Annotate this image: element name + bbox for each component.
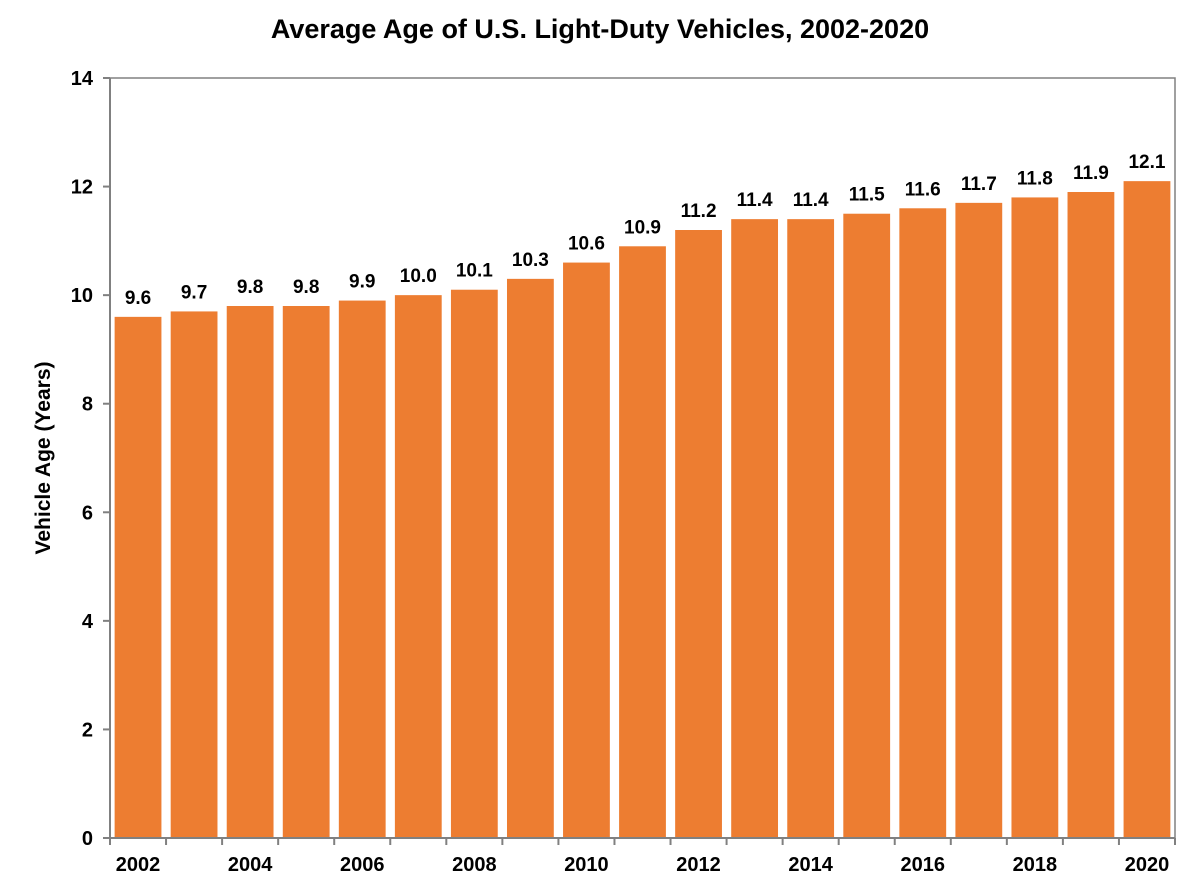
x-tick-label-2012: 2012 bbox=[676, 854, 721, 876]
bar-2007 bbox=[394, 295, 442, 839]
data-label-2005: 9.8 bbox=[293, 277, 319, 298]
x-tick-label-2004: 2004 bbox=[228, 854, 273, 876]
y-tick-label-14: 14 bbox=[71, 68, 94, 90]
data-label-2018: 11.8 bbox=[1017, 168, 1053, 189]
y-tick-label-2: 2 bbox=[82, 719, 93, 741]
bar-2010 bbox=[563, 262, 610, 839]
y-tick-label-0: 0 bbox=[82, 828, 93, 850]
x-tick-label-2006: 2006 bbox=[340, 854, 385, 876]
bar-2011 bbox=[619, 246, 666, 839]
y-tick-label-12: 12 bbox=[71, 177, 93, 199]
bar-2016 bbox=[899, 208, 947, 839]
data-label-2019: 11.9 bbox=[1073, 163, 1109, 184]
x-tick-labels: 2002 2004 2006 2008 2010 2012 2014 2016 2018 2020 bbox=[116, 854, 1169, 876]
bars-group bbox=[114, 181, 1171, 839]
x-tick-label-2018: 2018 bbox=[1013, 854, 1058, 876]
data-label-2014: 11.4 bbox=[793, 190, 829, 211]
bar-2005 bbox=[282, 306, 330, 838]
x-tick-label-2016: 2016 bbox=[901, 854, 946, 876]
bar-2002 bbox=[114, 316, 162, 838]
y-tick-label-4: 4 bbox=[82, 611, 94, 633]
bar-2015 bbox=[843, 213, 891, 838]
bar-2019 bbox=[1067, 192, 1115, 838]
y-tick-label-6: 6 bbox=[82, 502, 93, 524]
data-label-2013: 11.4 bbox=[737, 190, 773, 211]
data-label-2007: 10.0 bbox=[400, 266, 437, 287]
x-tick-label-2014: 2014 bbox=[788, 854, 833, 876]
x-tick-label-2020: 2020 bbox=[1125, 854, 1170, 876]
data-label-2020: 12.1 bbox=[1128, 152, 1165, 173]
x-tick-label-2002: 2002 bbox=[116, 854, 161, 876]
data-label-2015: 11.5 bbox=[849, 185, 885, 206]
data-label-2009: 10.3 bbox=[512, 250, 549, 271]
x-tick-label-2010: 2010 bbox=[564, 854, 609, 876]
bar-2009 bbox=[506, 278, 554, 838]
bar-2013 bbox=[731, 219, 779, 839]
bar-2018 bbox=[1011, 197, 1059, 838]
y-tick-label-8: 8 bbox=[82, 394, 93, 416]
data-label-2004: 9.8 bbox=[237, 277, 263, 298]
x-tick-label-2008: 2008 bbox=[452, 854, 497, 876]
data-labels-group: 9.6 9.7 9.8 9.8 9.9 10.0 10.1 10.3 10.6 10.9 11.2 1… bbox=[125, 152, 1166, 309]
bar-2008 bbox=[450, 289, 498, 838]
bar-2004 bbox=[226, 306, 274, 838]
bar-2020 bbox=[1123, 181, 1171, 839]
bar-2014 bbox=[787, 219, 835, 839]
data-label-2003: 9.7 bbox=[181, 282, 207, 303]
data-label-2006: 9.9 bbox=[349, 272, 375, 293]
data-label-2017: 11.7 bbox=[961, 174, 997, 195]
bar-2012 bbox=[675, 230, 722, 838]
bar-2003 bbox=[170, 311, 218, 838]
chart-title: Average Age of U.S. Light-Duty Vehicles,… bbox=[270, 14, 930, 44]
bar-2006 bbox=[338, 300, 386, 839]
data-label-2011: 10.9 bbox=[624, 217, 661, 238]
data-label-2008: 10.1 bbox=[456, 261, 493, 282]
y-tick-label-10: 10 bbox=[71, 285, 93, 307]
axes-group bbox=[103, 77, 1176, 845]
bar-2017 bbox=[955, 202, 1003, 838]
data-label-2016: 11.6 bbox=[905, 179, 941, 200]
data-label-2012: 11.2 bbox=[681, 201, 717, 222]
data-label-2002: 9.6 bbox=[125, 288, 151, 309]
data-label-2010: 10.6 bbox=[568, 234, 605, 255]
y-tick-labels: 0 2 4 6 8 10 12 14 bbox=[71, 68, 94, 850]
y-axis-title: Vehicle Age (Years) bbox=[32, 362, 55, 555]
